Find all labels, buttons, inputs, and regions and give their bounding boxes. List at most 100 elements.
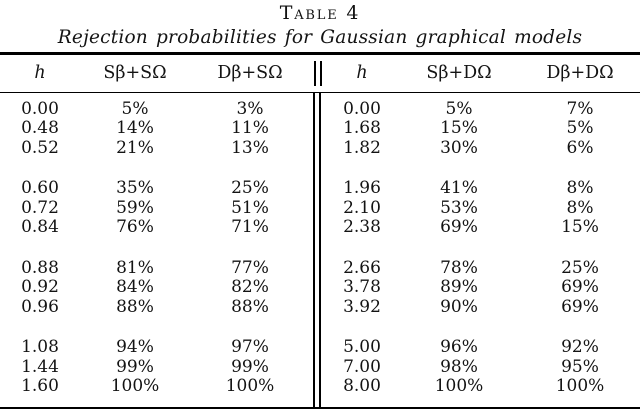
table-cell: 13% bbox=[231, 137, 269, 158]
table-cell: 5% bbox=[566, 118, 594, 139]
table-cell: 98% bbox=[440, 356, 478, 377]
table-cell: 100% bbox=[434, 376, 484, 397]
table-cell: 0.52 bbox=[21, 137, 59, 158]
table-cell: 0.48 bbox=[21, 118, 59, 139]
table-cell: 0.92 bbox=[21, 277, 59, 298]
table-cell: 69% bbox=[440, 217, 478, 238]
table-caption-number: Table 4 bbox=[279, 2, 361, 24]
table-cell: 8.00 bbox=[343, 376, 381, 397]
table-row: 1.44 99% 99% 7.00 98% 95% bbox=[0, 356, 640, 378]
table-cell: 1.82 bbox=[343, 137, 381, 158]
table-cell: 7.00 bbox=[343, 356, 381, 377]
header-sbeta-somega: Sβ+SΩ bbox=[103, 63, 167, 83]
table-cell: 78% bbox=[440, 257, 478, 278]
table-cell: 25% bbox=[231, 178, 269, 199]
table-cell: 0.96 bbox=[21, 296, 59, 317]
table-row: 1.60 100% 100% 8.00 100% 100% bbox=[0, 377, 640, 397]
table-cell: 0.88 bbox=[21, 257, 59, 278]
table-cell: 0.72 bbox=[21, 197, 59, 218]
table-cell: 7% bbox=[566, 98, 594, 119]
table-cell: 21% bbox=[116, 137, 154, 158]
table-row: 0.52 21% 13% 1.82 30% 6% bbox=[0, 137, 640, 159]
table-row: 1.08 94% 97% 5.00 96% 92% bbox=[0, 338, 640, 358]
table-row: 0.92 84% 82% 3.78 89% 69% bbox=[0, 278, 640, 298]
table-cell: 59% bbox=[116, 197, 154, 218]
table-cell: 99% bbox=[231, 356, 269, 377]
table-row: 0.72 59% 51% 2.10 53% 8% bbox=[0, 197, 640, 219]
table-row: 0.84 76% 71% 2.38 69% 15% bbox=[0, 218, 640, 238]
table-cell: 25% bbox=[561, 257, 599, 278]
table-cell: 1.60 bbox=[21, 376, 59, 397]
table-row: 0.96 88% 88% 3.92 90% 69% bbox=[0, 296, 640, 318]
table-cell: 0.00 bbox=[343, 98, 381, 119]
top-rule bbox=[0, 52, 640, 55]
header-rule bbox=[0, 91, 640, 93]
table-cell: 1.68 bbox=[343, 118, 381, 139]
table-cell: 100% bbox=[110, 376, 160, 397]
table-caption-text: Rejection probabilities for Gaussian gra… bbox=[57, 27, 583, 48]
row-group: 0.60 35% 25% 1.96 41% 8% 0.72 59% 51% 2.10 53% 8% 0.… bbox=[0, 179, 640, 238]
table-cell: 8% bbox=[566, 197, 594, 218]
header-sbeta-domega: Sβ+DΩ bbox=[426, 63, 492, 83]
table-cell: 3% bbox=[236, 98, 264, 119]
table-cell: 5% bbox=[121, 98, 149, 119]
table-cell: 100% bbox=[225, 376, 275, 397]
table-cell: 2.66 bbox=[343, 257, 381, 278]
table-cell: 89% bbox=[440, 277, 478, 298]
table-cell: 2.38 bbox=[343, 217, 381, 238]
table-cell: 15% bbox=[440, 118, 478, 139]
table-cell: 53% bbox=[440, 197, 478, 218]
table-cell: 100% bbox=[555, 376, 605, 397]
table-cell: 97% bbox=[231, 337, 269, 358]
table-cell: 76% bbox=[116, 217, 154, 238]
table-cell: 3.78 bbox=[343, 277, 381, 298]
table-cell: 1.96 bbox=[343, 178, 381, 199]
table-cell: 88% bbox=[116, 296, 154, 317]
table-cell: 5.00 bbox=[343, 337, 381, 358]
table-cell: 81% bbox=[116, 257, 154, 278]
table-cell: 51% bbox=[231, 197, 269, 218]
table-cell: 96% bbox=[440, 337, 478, 358]
table-cell: 35% bbox=[116, 178, 154, 199]
table-cell: 99% bbox=[116, 356, 154, 377]
table-cell: 94% bbox=[116, 337, 154, 358]
table-header-row: h Sβ+SΩ Dβ+SΩ h Sβ+DΩ Dβ+DΩ bbox=[0, 55, 640, 92]
table-cell: 41% bbox=[440, 178, 478, 199]
table-cell: 92% bbox=[561, 337, 599, 358]
table-cell: 88% bbox=[231, 296, 269, 317]
header-dbeta-somega: Dβ+SΩ bbox=[217, 63, 283, 83]
table-cell: 3.92 bbox=[343, 296, 381, 317]
table-cell: 8% bbox=[566, 178, 594, 199]
row-group: 1.08 94% 97% 5.00 96% 92% 1.44 99% 99% 7.00 98% 95%… bbox=[0, 338, 640, 397]
bottom-rule bbox=[0, 406, 640, 410]
table-cell: 69% bbox=[561, 277, 599, 298]
table-cell: 0.00 bbox=[21, 98, 59, 119]
table-row: 0.48 14% 11% 1.68 15% 5% bbox=[0, 119, 640, 139]
double-bar-icon bbox=[314, 60, 322, 86]
table-cell: 15% bbox=[561, 217, 599, 238]
table-cell: 95% bbox=[561, 356, 599, 377]
header-h-left: h bbox=[34, 63, 46, 83]
row-group: 0.00 5% 3% 0.00 5% 7% 0.48 14% 11% 1.68 15% 5% 0.52 2… bbox=[0, 98, 640, 159]
table-row: 0.88 81% 77% 2.66 78% 25% bbox=[0, 257, 640, 279]
table-cell: 1.44 bbox=[21, 356, 59, 377]
table-cell: 30% bbox=[440, 137, 478, 158]
header-dbeta-domega: Dβ+DΩ bbox=[546, 63, 614, 83]
table-row: 0.00 5% 3% 0.00 5% 7% bbox=[0, 98, 640, 120]
table-body: 0.00 5% 3% 0.00 5% 7% 0.48 14% 11% 1.68 15% 5% 0.52 2… bbox=[0, 92, 640, 407]
table-cell: 2.10 bbox=[343, 197, 381, 218]
double-bar-divider bbox=[313, 92, 321, 407]
table-row: 0.60 35% 25% 1.96 41% 8% bbox=[0, 179, 640, 199]
table-cell: 82% bbox=[231, 277, 269, 298]
table-cell: 69% bbox=[561, 296, 599, 317]
table-cell: 71% bbox=[231, 217, 269, 238]
header-h-right: h bbox=[356, 63, 368, 83]
table-cell: 6% bbox=[566, 137, 594, 158]
table-cell: 0.84 bbox=[21, 217, 59, 238]
table-cell: 90% bbox=[440, 296, 478, 317]
table-cell: 1.08 bbox=[21, 337, 59, 358]
table-cell: 14% bbox=[116, 118, 154, 139]
table-cell: 0.60 bbox=[21, 178, 59, 199]
table-cell: 11% bbox=[231, 118, 269, 139]
row-group: 0.88 81% 77% 2.66 78% 25% 0.92 84% 82% 3.78 89% 69%… bbox=[0, 257, 640, 318]
